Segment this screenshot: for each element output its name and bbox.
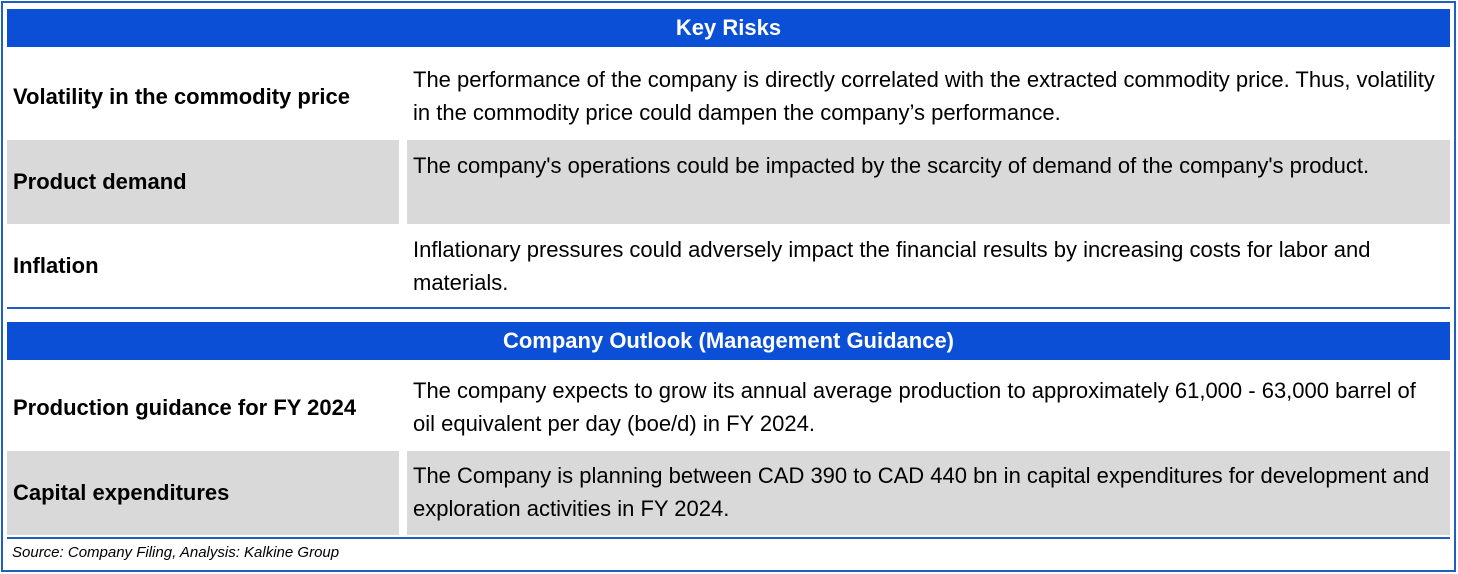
row-description: Inflationary pressures could adversely i…: [413, 237, 1371, 295]
table-row: Production guidance for FY 2024 The comp…: [7, 368, 1450, 448]
section-divider: [7, 307, 1450, 309]
outlook-header: Company Outlook (Management Guidance): [7, 322, 1450, 360]
table-row: Volatility in the commodity price The pe…: [7, 55, 1450, 138]
table-row: Capital expenditures The Company is plan…: [7, 451, 1450, 535]
outlook-title: Company Outlook (Management Guidance): [502, 328, 955, 353]
table-row: Product demand The company's operations …: [7, 140, 1450, 224]
row-label: Inflation: [13, 253, 99, 278]
table-row: Inflation Inflationary pressures could a…: [7, 226, 1450, 306]
row-description: The company expects to grow its annual a…: [413, 378, 1416, 436]
row-label: Capital expenditures: [7, 451, 399, 535]
row-description: The Company is planning between CAD 390 …: [407, 451, 1450, 535]
key-risks-header: Key Risks: [7, 9, 1450, 47]
section-divider: [7, 537, 1450, 539]
row-description: The performance of the company is direct…: [413, 67, 1435, 125]
key-risks-title: Key Risks: [675, 15, 782, 40]
row-description: The company's operations could be impact…: [407, 140, 1450, 224]
source-note: Source: Company Filing, Analysis: Kalkin…: [12, 544, 340, 561]
row-label: Volatility in the commodity price: [13, 83, 350, 109]
row-label: Production guidance for FY 2024: [13, 395, 357, 420]
row-label: Product demand: [7, 140, 399, 224]
